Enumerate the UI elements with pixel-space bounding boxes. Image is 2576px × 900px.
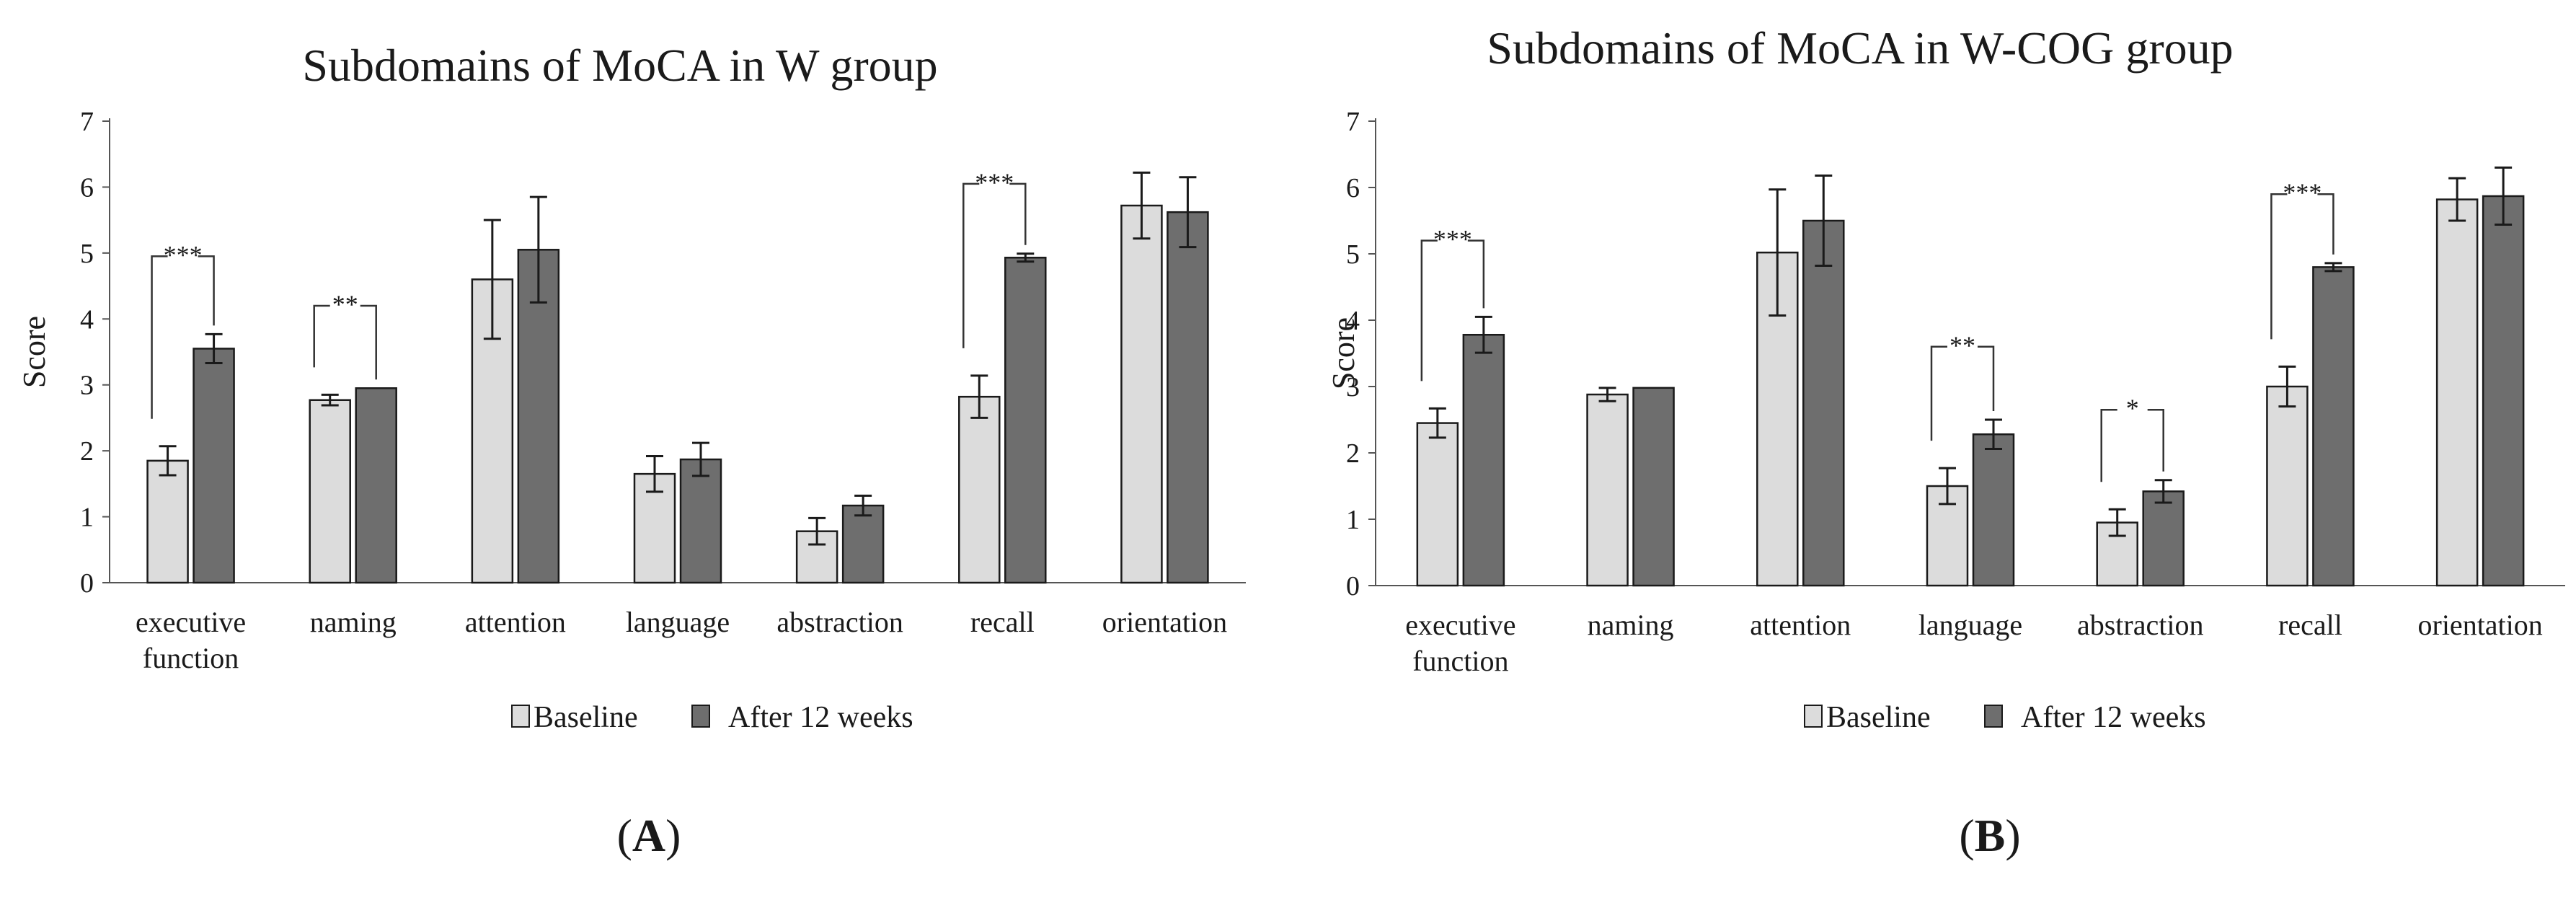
significance-bracket xyxy=(198,255,215,326)
after-12-weeks-bar xyxy=(679,458,722,584)
baseline-bar xyxy=(146,459,189,584)
y-tick-label: 7 xyxy=(1346,107,1360,137)
legend-label-after: After 12 weeks xyxy=(2021,701,2206,734)
chart-title: Subdomains of MoCA in W group xyxy=(302,40,937,91)
y-axis-label: Score xyxy=(1326,317,1361,389)
y-tick-label: 6 xyxy=(1346,173,1360,203)
y-tick-label: 1 xyxy=(1346,505,1360,535)
y-tick-label: 2 xyxy=(1346,438,1360,469)
y-tick-label: 5 xyxy=(80,239,94,269)
chart-panel-a: Subdomains of MoCA in W group Score 0 1 2 3 4 5… xyxy=(17,40,1246,861)
y-tick-label: 2 xyxy=(80,436,94,467)
category-label: recall xyxy=(2278,609,2342,641)
after-12-weeks-bar xyxy=(192,348,235,584)
baseline-bar xyxy=(1416,422,1459,587)
significance-bracket xyxy=(1467,239,1485,309)
after-12-weeks-bar xyxy=(2142,490,2185,587)
category-label: function xyxy=(143,642,239,674)
significance-bracket xyxy=(151,255,168,419)
legend-swatch-after xyxy=(1984,705,2003,728)
after-12-weeks-bar xyxy=(2312,266,2355,587)
y-tick-label: 1 xyxy=(80,503,94,533)
y-tick-label: 3 xyxy=(1346,372,1360,402)
baseline-bar xyxy=(958,395,1001,584)
y-tick-label: 4 xyxy=(1346,306,1360,336)
category-label: language xyxy=(626,606,730,638)
category-label: executive xyxy=(136,606,246,638)
after-12-weeks-bar xyxy=(2482,195,2525,587)
legend-label-baseline: Baseline xyxy=(534,701,638,734)
after-12-weeks-bar xyxy=(841,504,885,584)
y-tick-label: 3 xyxy=(80,371,94,401)
category-label: language xyxy=(1918,609,2022,641)
significance-bracket xyxy=(1978,345,1995,411)
legend-swatch-after xyxy=(691,705,710,728)
y-tick-label: 7 xyxy=(80,107,94,137)
after-12-weeks-bar xyxy=(1004,257,1047,584)
category-label: attention xyxy=(465,606,566,638)
significance-label: * xyxy=(2126,394,2139,423)
after-12-weeks-bar xyxy=(1462,333,1505,587)
baseline-bar xyxy=(2266,385,2309,587)
chart-title: Subdomains of MoCA in W-COG group xyxy=(1487,22,2233,74)
legend-swatch-baseline xyxy=(1804,705,1823,728)
category-label: orientation xyxy=(2418,609,2543,641)
legend-label-baseline: Baseline xyxy=(1826,701,1931,734)
legend-label-after: After 12 weeks xyxy=(728,701,913,734)
significance-bracket xyxy=(313,304,330,368)
significance-label: *** xyxy=(2283,178,2322,207)
y-tick-label: 6 xyxy=(80,172,94,203)
baseline-bar xyxy=(1586,393,1629,587)
panel-label: (B) xyxy=(1959,810,2020,861)
baseline-bar xyxy=(309,399,351,584)
significance-label: ** xyxy=(332,290,358,319)
baseline-bar xyxy=(1120,204,1163,584)
significance-bracket xyxy=(1420,239,1438,381)
y-tick-label: 4 xyxy=(80,304,94,335)
chart-panel-b: Subdomains of MoCA in W-COG group Score 0 1… xyxy=(1326,22,2565,861)
significance-bracket xyxy=(2270,193,2288,340)
panel-label: (A) xyxy=(617,810,681,861)
y-axis-label: Score xyxy=(17,316,52,388)
after-12-weeks-bar xyxy=(1167,211,1209,584)
y-tick-label: 5 xyxy=(1346,239,1360,270)
after-12-weeks-bar xyxy=(1802,219,1845,587)
after-12-weeks-bar xyxy=(1632,387,1675,587)
significance-bracket xyxy=(360,304,377,380)
category-label: recall xyxy=(970,606,1035,638)
significance-bracket xyxy=(1930,345,1947,441)
baseline-bar xyxy=(2435,198,2479,587)
category-label: abstraction xyxy=(776,606,903,638)
significance-label: *** xyxy=(164,240,203,269)
after-12-weeks-bar xyxy=(1972,433,2015,587)
category-label: attention xyxy=(1750,609,1851,641)
category-label: naming xyxy=(310,606,397,638)
after-12-weeks-bar xyxy=(355,387,397,584)
category-label: abstraction xyxy=(2077,609,2204,641)
significance-label: ** xyxy=(1949,331,1975,360)
category-label: function xyxy=(1412,645,1508,677)
significance-bracket xyxy=(2147,408,2164,472)
category-label: executive xyxy=(1405,609,1515,641)
significance-bracket xyxy=(2100,408,2117,482)
category-label: orientation xyxy=(1102,606,1227,638)
significance-bracket xyxy=(1009,182,1027,245)
significance-bracket xyxy=(2317,193,2334,255)
y-tick-label: 0 xyxy=(1346,571,1360,601)
y-tick-label: 0 xyxy=(80,568,94,599)
category-label: naming xyxy=(1588,609,1674,641)
significance-label: *** xyxy=(975,168,1014,197)
legend-swatch-baseline xyxy=(511,705,530,728)
significance-label: *** xyxy=(1433,225,1472,254)
significance-bracket xyxy=(962,182,980,348)
